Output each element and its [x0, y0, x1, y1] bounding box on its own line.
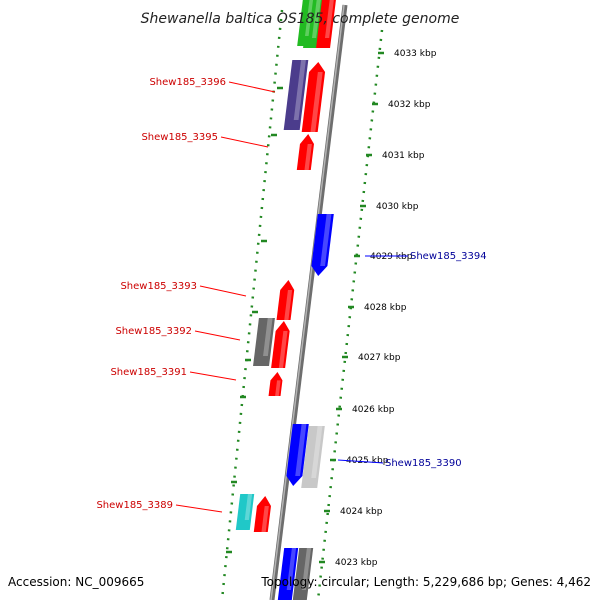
scale-ticks: 4033 kbp 4032 kbp 4031 kbp 4030 kbp 4029 kbp… [319, 49, 437, 568]
scale-tick-label: 4031 kbp [382, 151, 425, 161]
gene-label: Shew185_3390 [337, 458, 462, 469]
scale-tick-label: 4028 kbp [364, 303, 407, 313]
gene-label-text: Shew185_3392 [115, 326, 192, 337]
gene-labels: Shew185_3396 Shew185_3395 Shew185_3394 Shew… [96, 77, 487, 513]
gene-label: Shew185_3391 [110, 367, 237, 381]
gene-feature [283, 60, 309, 130]
scale-tick-label: 4029 kbp [370, 252, 413, 262]
scale-tick-label: 4033 kbp [394, 49, 437, 59]
gene-feature [268, 372, 283, 396]
outer-dotted-track [316, 29, 384, 600]
gene-label-text: Shew185_3391 [110, 367, 187, 378]
gene-label-text: Shew185_3396 [149, 77, 226, 88]
map-title: Shewanella baltica OS185, complete genom… [141, 11, 460, 27]
gene-label-text: Shew185_3394 [410, 251, 487, 262]
gene-feature [301, 426, 325, 488]
gene-feature [292, 548, 314, 600]
gene-feature [276, 280, 295, 320]
gene-label: Shew185_3392 [115, 326, 241, 341]
gene-label: Shew185_3393 [120, 281, 247, 297]
inner-track-ticks [226, 86, 283, 554]
genes-layer [235, 0, 336, 600]
scale-tick-label: 4026 kbp [352, 405, 395, 415]
scale-tick-label: 4032 kbp [388, 100, 431, 110]
scale-tick-label: 4025 kbp [346, 456, 389, 466]
gene-feature [286, 424, 309, 486]
gene-label: Shew185_3395 [141, 132, 269, 148]
gene-label: Shew185_3394 [365, 251, 487, 262]
scale-tick-label: 4027 kbp [358, 353, 401, 363]
accession-text: Accession: NC_009665 [8, 575, 144, 589]
gene-feature [271, 321, 290, 368]
gene-feature [277, 548, 299, 600]
gene-label: Shew185_3396 [149, 77, 276, 93]
gene-feature [297, 0, 315, 46]
genome-backbone [269, 4, 348, 600]
scale-tick-label: 4023 kbp [335, 558, 378, 568]
gene-feature [311, 214, 334, 276]
gene-label-text: Shew185_3393 [120, 281, 197, 292]
scale-tick-label: 4030 kbp [376, 202, 419, 212]
genome-summary: Topology: circular; Length: 5,229,686 bp… [260, 575, 591, 589]
gene-label-text: Shew185_3390 [385, 458, 462, 469]
gene-feature [235, 494, 255, 530]
scale-tick-label: 4024 kbp [340, 507, 383, 517]
gene-feature [301, 62, 326, 132]
gene-label-text: Shew185_3395 [141, 132, 218, 143]
gene-label: Shew185_3389 [96, 500, 223, 513]
gene-label-text: Shew185_3389 [96, 500, 173, 511]
gene-feature [253, 318, 275, 366]
gene-feature [296, 134, 314, 170]
gene-feature [253, 496, 271, 532]
gene-feature [316, 0, 336, 48]
